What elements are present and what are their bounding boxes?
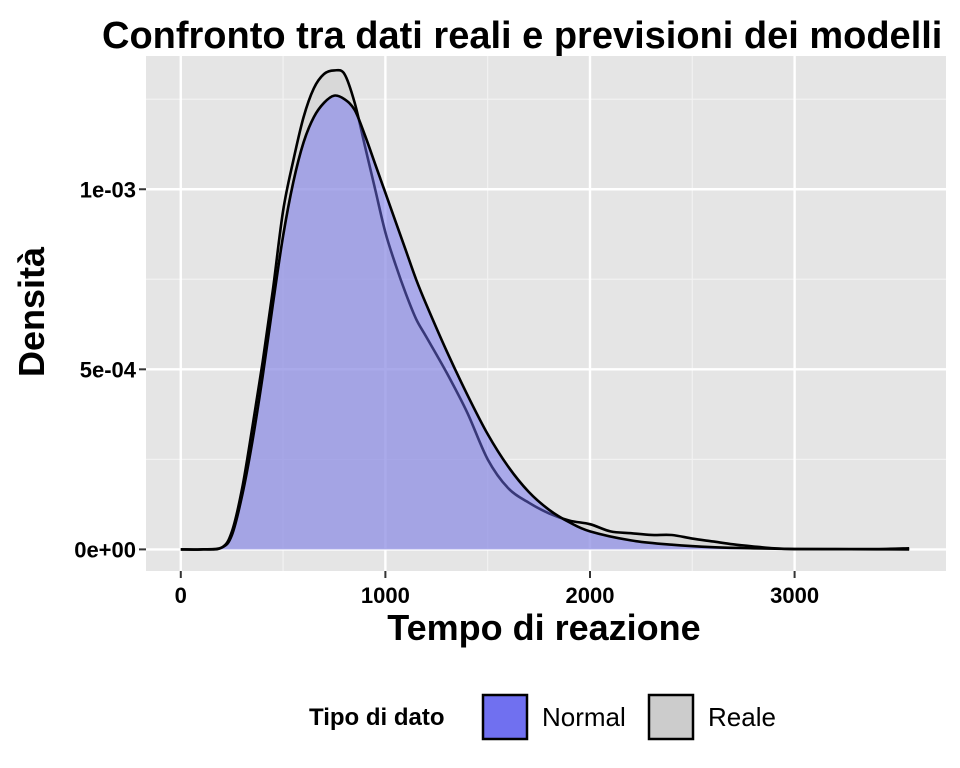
legend-title: Tipo di dato [309,704,445,731]
legend-label-normal: Normal [542,702,626,732]
chart-title: Confronto tra dati reali e previsioni de… [102,15,942,57]
y-tick-label: 5e-04 [80,357,137,382]
x-tick-label: 2000 [566,583,615,608]
y-axis-title: Densità [11,246,52,377]
x-tick-label: 1000 [361,583,410,608]
y-tick-label: 1e-03 [80,177,136,202]
x-axis-title: Tempo di reazione [387,607,700,648]
y-axis: 0e+00 5e-04 1e-03 [74,177,146,562]
x-tick-label: 3000 [770,583,819,608]
x-tick-label: 0 [175,583,187,608]
legend: Tipo di dato Normal Reale [309,695,776,739]
y-tick-label: 0e+00 [74,537,136,562]
legend-key-normal [483,695,527,739]
legend-label-reale: Reale [708,702,776,732]
x-axis: 0 1000 2000 3000 [175,571,819,608]
legend-key-reale [649,695,693,739]
